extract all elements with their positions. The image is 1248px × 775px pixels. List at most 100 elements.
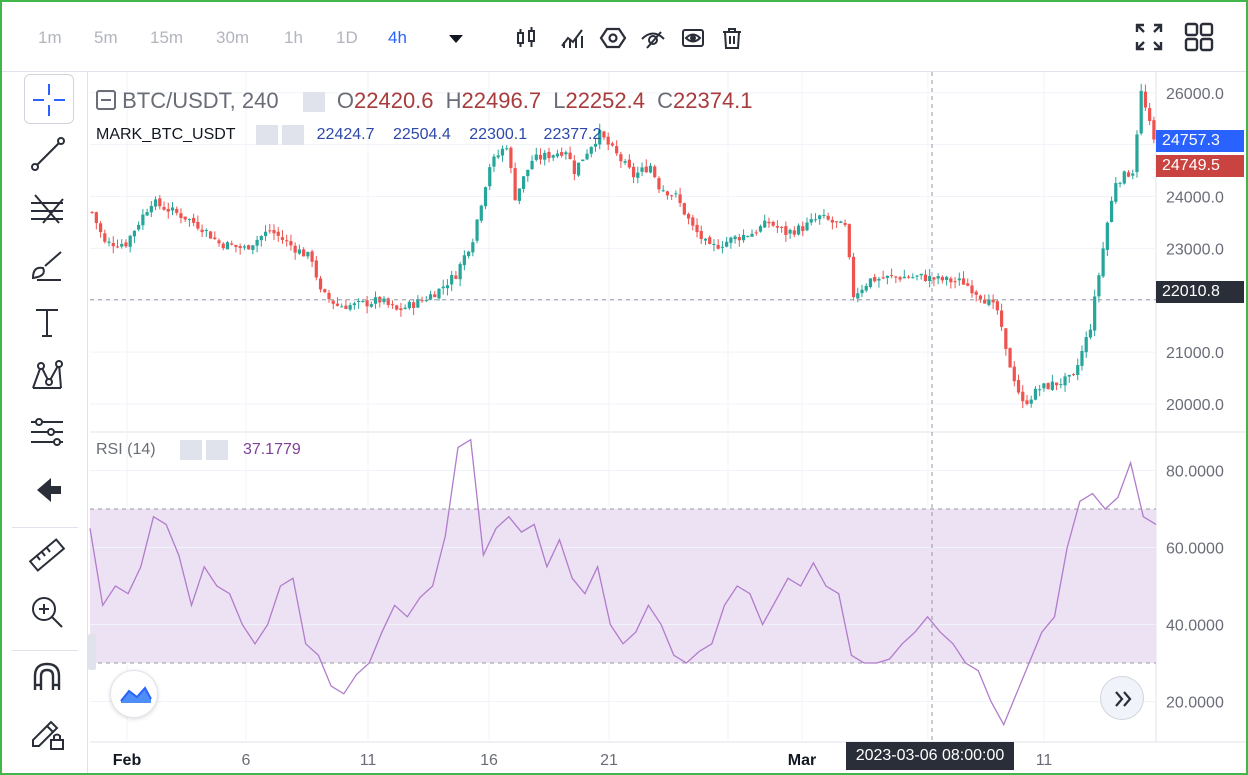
candle-body (978, 295, 983, 300)
symbol-label[interactable]: BTC/USDT, 240 (122, 88, 279, 113)
candle-body (115, 246, 120, 248)
rsi-name[interactable]: RSI (14) (96, 441, 156, 459)
candle-body (919, 273, 923, 276)
candle-body (843, 222, 847, 225)
timeframe-15m[interactable]: 15m (150, 28, 184, 47)
candle-body (318, 278, 323, 290)
forecast-tool-icon[interactable] (27, 412, 67, 452)
rsi-value: 37.1779 (242, 441, 301, 459)
layout-grid-icon[interactable] (1182, 20, 1216, 54)
candle-body (1109, 200, 1114, 222)
candle-body (517, 188, 521, 201)
candle-body (813, 219, 818, 221)
sidebar-divider (12, 650, 78, 651)
lock-drawings-icon[interactable] (27, 714, 67, 754)
rsi-settings-icon[interactable] (180, 440, 203, 460)
mark-name[interactable]: MARK_BTC_USDT (96, 126, 236, 144)
timeframe-5m[interactable]: 5m (94, 28, 118, 47)
candle-body (420, 300, 424, 302)
trend-line-icon[interactable] (27, 135, 67, 175)
text-tool-icon[interactable] (27, 302, 67, 342)
candle-body (1122, 171, 1126, 184)
templates-icon[interactable] (599, 24, 627, 52)
eye-icon[interactable] (679, 24, 707, 52)
candle-body (285, 240, 289, 242)
candle-body (247, 245, 251, 250)
timeframe-1d[interactable]: 1D (336, 28, 358, 47)
tv-logo-button[interactable] (110, 670, 158, 718)
ruler-icon[interactable] (27, 535, 67, 575)
timeframe-4h[interactable]: 4h (388, 28, 407, 47)
candle-body (835, 221, 839, 223)
fullscreen-icon[interactable] (1132, 20, 1166, 54)
candle-body (1038, 389, 1042, 391)
candle-body (860, 289, 864, 294)
candle-body (183, 216, 187, 220)
candle-body (500, 148, 505, 156)
candle-body (923, 274, 928, 281)
rsi-close-icon[interactable] (206, 440, 229, 460)
candle-body (615, 146, 619, 154)
candle-body (1152, 120, 1156, 140)
candle-body (526, 169, 530, 177)
candle-body (534, 154, 538, 160)
scroll-to-realtime-button[interactable] (1100, 676, 1144, 720)
hide-drawings-icon[interactable] (639, 24, 667, 52)
candle-body (441, 286, 445, 289)
candle-body (801, 226, 805, 232)
mark-settings-icon[interactable] (255, 125, 278, 145)
candle-body (314, 260, 318, 278)
collapse-legend-icon[interactable] (96, 90, 116, 110)
candle-style-icon[interactable] (512, 24, 540, 52)
candle-body (166, 208, 170, 212)
candle-body (200, 229, 204, 233)
rsi-line (89, 438, 1157, 727)
candle-body (128, 235, 132, 247)
candle-body (411, 302, 416, 308)
candle-body (636, 172, 640, 178)
candle-body (1126, 172, 1131, 177)
candle-body (272, 230, 276, 234)
candle-body (162, 206, 166, 210)
candle-body (572, 160, 576, 175)
candle-body (657, 178, 661, 190)
candle-body (936, 276, 940, 279)
candle-body (242, 246, 247, 248)
crosshair-tool-frame (24, 74, 74, 124)
time-axis-label: 16 (480, 752, 498, 769)
pattern-tool-icon[interactable] (27, 356, 67, 396)
zoom-in-icon[interactable] (27, 592, 67, 632)
fib-retracement-icon[interactable] (27, 189, 67, 229)
candle-body (175, 208, 179, 213)
crosshair-icon[interactable] (29, 80, 69, 120)
settings-icon[interactable] (302, 92, 325, 113)
magnet-icon[interactable] (27, 658, 67, 698)
candle-body (149, 205, 153, 213)
collapse-panel-handle[interactable] (88, 634, 96, 670)
candle-body (653, 166, 657, 178)
candle-body (306, 251, 310, 257)
candle-body (543, 152, 547, 160)
timeframe-1h[interactable]: 1h (284, 28, 303, 47)
timeframe-1m[interactable]: 1m (38, 28, 62, 47)
price-axis-label: 26000.0 (1166, 86, 1224, 103)
candle-body (382, 298, 386, 303)
double-chevron-right-icon (1115, 691, 1132, 707)
candle-body (754, 232, 758, 234)
brush-icon[interactable] (27, 246, 67, 286)
timeframe-dropdown-icon[interactable] (442, 24, 470, 52)
candle-body (864, 285, 868, 291)
crosshair-price-tag: 22010.8 (1156, 281, 1244, 303)
candle-body (509, 147, 513, 168)
candle-body (826, 215, 830, 220)
mark-close-icon[interactable] (282, 125, 305, 145)
trash-icon[interactable] (718, 24, 746, 52)
candle-body (856, 293, 860, 299)
timeframe-30m[interactable]: 30m (216, 28, 250, 47)
indicators-icon[interactable] (558, 24, 586, 52)
candle-body (361, 300, 365, 302)
low-value: 22252.4 (565, 88, 645, 113)
back-arrow-icon[interactable] (27, 470, 67, 510)
